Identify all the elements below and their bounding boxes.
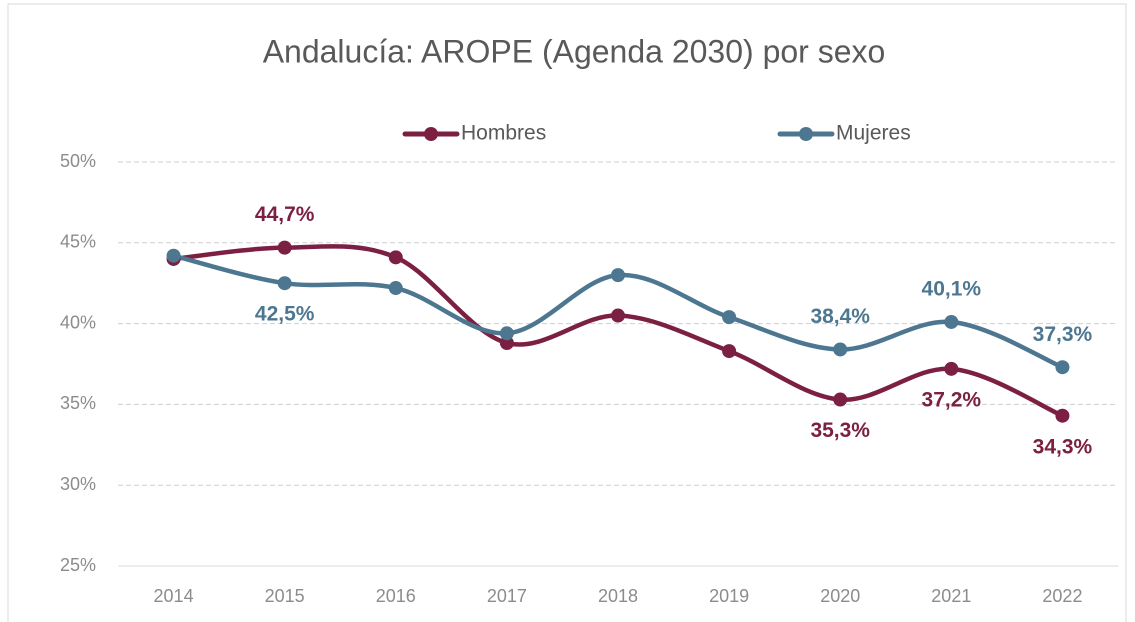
data-point <box>833 342 848 357</box>
data-label: 37,2% <box>922 388 982 411</box>
data-point <box>499 326 514 341</box>
y-tick-label: 35% <box>60 393 96 413</box>
y-tick-label: 40% <box>60 312 96 332</box>
legend-label: Hombres <box>461 122 546 145</box>
data-label: 35,3% <box>810 419 870 442</box>
data-label: 40,1% <box>922 278 982 301</box>
data-label: 44,7% <box>255 203 315 226</box>
data-point <box>722 310 737 325</box>
data-label: 38,4% <box>810 305 870 328</box>
data-point <box>944 314 959 329</box>
data-label: 37,3% <box>1033 323 1093 346</box>
data-point <box>499 335 514 350</box>
data-label: 34,3% <box>1033 435 1093 458</box>
chart-title: Andalucía: AROPE (Agenda 2030) por sexo <box>263 33 886 69</box>
x-tick-label: 2019 <box>709 586 749 606</box>
data-point <box>1055 408 1070 423</box>
x-tick-label: 2016 <box>376 586 416 606</box>
data-point <box>611 308 625 323</box>
x-tick-label: 2021 <box>931 586 971 606</box>
data-point <box>944 361 959 376</box>
data-point <box>277 276 292 291</box>
y-tick-label: 25% <box>60 555 96 575</box>
y-tick-label: 45% <box>60 232 96 252</box>
y-tick-label: 30% <box>60 474 96 494</box>
data-point <box>166 248 181 263</box>
x-tick-label: 2020 <box>820 586 860 606</box>
legend-label: Mujeres <box>836 122 911 145</box>
data-point <box>833 392 848 407</box>
data-point <box>722 344 737 359</box>
legend-marker <box>424 127 438 141</box>
x-tick-label: 2015 <box>265 586 305 606</box>
data-point <box>1055 360 1070 375</box>
legend-marker <box>799 127 813 141</box>
data-label: 42,5% <box>255 303 315 326</box>
x-tick-label: 2014 <box>154 586 194 606</box>
chart-frame <box>7 3 1127 622</box>
x-tick-label: 2017 <box>487 586 527 606</box>
data-point <box>611 268 625 283</box>
data-point <box>388 281 403 296</box>
x-tick-label: 2018 <box>598 586 638 606</box>
data-point <box>388 250 403 265</box>
x-tick-label: 2022 <box>1042 586 1082 606</box>
y-tick-label: 50% <box>60 151 96 171</box>
data-point <box>277 240 292 255</box>
